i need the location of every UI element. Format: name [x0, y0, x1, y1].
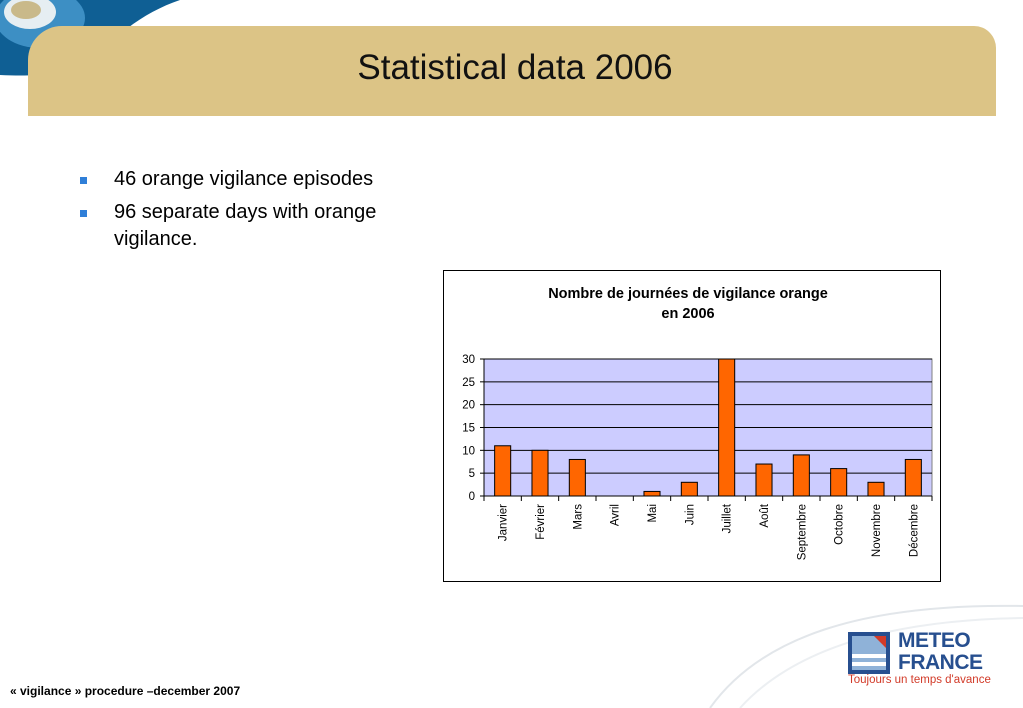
bar-juillet — [718, 358, 736, 497]
y-tick-label: 15 — [462, 423, 475, 435]
x-tick-label: Septembre — [796, 504, 808, 560]
bullet-list: 46 orange vigilance episodes 96 separate… — [78, 166, 438, 259]
bullet-text: 46 orange vigilance episodes — [114, 168, 374, 190]
footer-text: « vigilance » procedure –december 2007 — [10, 684, 241, 698]
y-tick-label: 0 — [469, 491, 475, 503]
logo-tagline: Toujours un temps d'avance — [848, 674, 991, 686]
bar-septembre — [792, 454, 810, 497]
bullet-item: 96 separate days with orange vigilance. — [78, 199, 438, 253]
y-tick-label: 25 — [462, 377, 475, 389]
meteo-france-logo: METEO FRANCE Toujours un temps d'avance — [848, 628, 998, 690]
x-tick-label: Mars — [572, 504, 584, 530]
y-tick-label: 10 — [462, 445, 475, 457]
x-tick-label: Août — [759, 503, 771, 527]
x-tick-label: Février — [535, 504, 547, 540]
bar-chart: Nombre de journées de vigilance orange e… — [462, 286, 933, 560]
bar-mai — [643, 490, 661, 497]
x-tick-label: Décembre — [908, 504, 920, 557]
chart-title-line-2: en 2006 — [661, 306, 714, 322]
y-axis-ticks: 0 5 10 15 20 25 30 — [462, 354, 485, 503]
x-tick-label: Juillet — [722, 503, 734, 533]
bar-janvier — [494, 445, 512, 497]
x-tick-label: Mai — [647, 504, 659, 523]
bar-octobre — [830, 468, 848, 497]
y-tick-label: 30 — [462, 354, 475, 366]
x-tick-label: Avril — [610, 504, 622, 526]
x-tick-label: Novembre — [871, 504, 883, 557]
bar-décembre — [904, 458, 922, 497]
x-tick-label: Octobre — [834, 504, 846, 545]
y-tick-label: 20 — [462, 400, 475, 412]
x-tick-label: Janvier — [498, 504, 510, 541]
x-axis-ticks: Janvier Février Mars Avril Mai Juin Juillet Aoû… — [483, 495, 933, 560]
bar-août — [755, 463, 773, 497]
bar-février — [531, 449, 549, 497]
slide-title: Statistical data 2006 — [357, 48, 673, 87]
meteo-france-logo-icon — [848, 632, 890, 674]
x-tick-label: Juin — [684, 504, 696, 525]
bar-novembre — [867, 481, 885, 497]
y-tick-label: 5 — [469, 468, 475, 480]
chart-frame: Nombre de journées de vigilance orange e… — [443, 270, 941, 582]
bullet-square-icon — [80, 210, 87, 217]
bullet-text: 96 separate days with orange vigilance. — [114, 201, 377, 250]
bar-mars — [568, 458, 586, 497]
logo-text-france: FRANCE — [898, 651, 983, 674]
bullet-item: 46 orange vigilance episodes — [78, 166, 438, 193]
decorative-swoosh — [709, 604, 1023, 708]
bullet-square-icon — [80, 177, 87, 184]
chart-title-line-1: Nombre de journées de vigilance orange — [548, 286, 828, 302]
bar-juin — [680, 481, 698, 497]
logo-text-meteo: METEO — [898, 629, 971, 652]
title-band — [28, 26, 996, 116]
